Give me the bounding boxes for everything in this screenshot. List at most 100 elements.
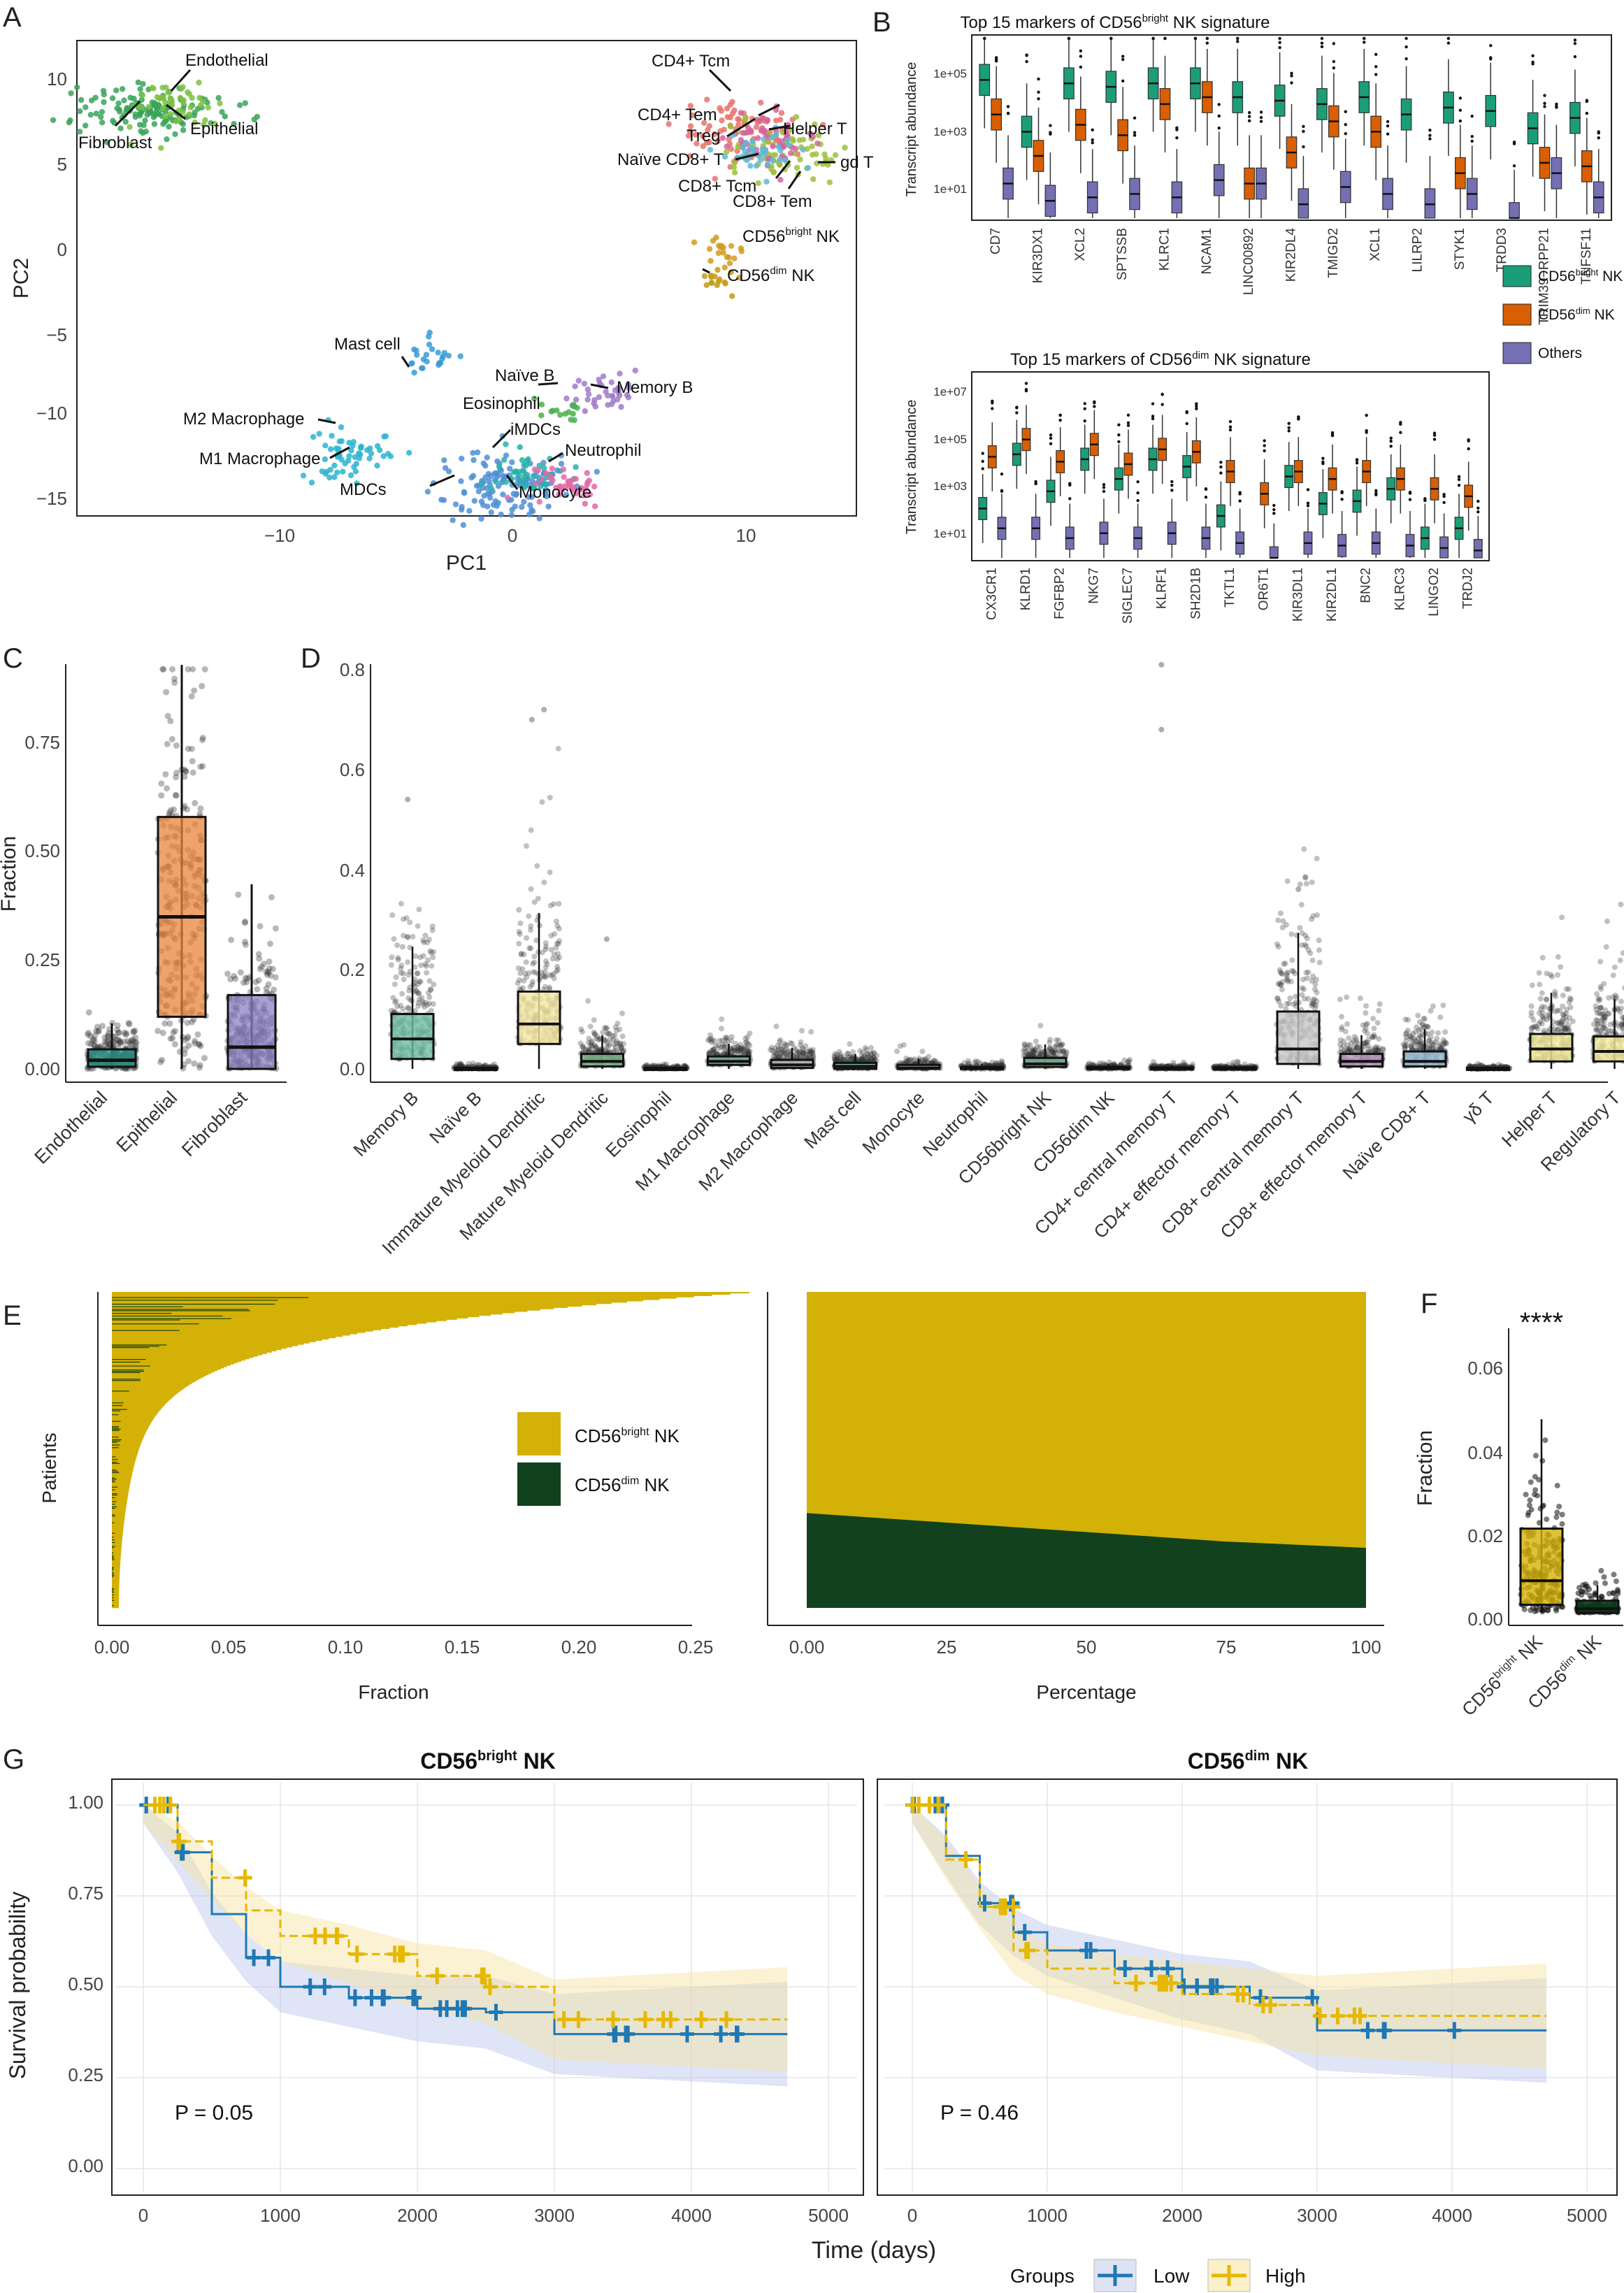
jitter-point — [252, 979, 259, 986]
scatter-point — [542, 487, 549, 494]
outlier — [1136, 498, 1140, 503]
scatter-point — [549, 477, 556, 484]
jitter-point — [181, 773, 188, 780]
scatter-point — [380, 453, 387, 459]
jitter-point — [189, 1019, 196, 1026]
jitter-point — [406, 988, 412, 994]
scatter-point — [615, 385, 621, 391]
jitter-point — [1047, 1037, 1054, 1043]
jitter-point — [542, 984, 549, 990]
x-tick: 10 — [736, 525, 756, 546]
outlier — [1024, 388, 1028, 391]
jitter-point — [413, 987, 419, 993]
panel-c-ylabel: Fraction — [0, 836, 20, 912]
outlier — [1272, 503, 1276, 508]
scatter-point — [192, 109, 198, 116]
jitter-point — [167, 717, 174, 724]
outlier — [1006, 105, 1010, 108]
outlier — [1126, 421, 1130, 425]
scatter-point — [487, 494, 494, 501]
leader-line — [590, 383, 609, 389]
scatter-point — [331, 462, 338, 468]
outlier — [1573, 55, 1577, 59]
scatter-point — [618, 403, 624, 410]
scatter-point — [92, 94, 99, 101]
cluster-label: Naïve CD8+ T — [617, 150, 724, 169]
jitter-point — [554, 951, 561, 957]
jitter-point — [528, 886, 534, 892]
scatter-point — [765, 161, 771, 167]
scatter-point — [721, 279, 728, 285]
jitter-point — [1316, 947, 1322, 954]
jitter-point — [548, 933, 554, 939]
jitter-point — [428, 1007, 434, 1014]
scatter-point — [93, 110, 99, 117]
box — [1023, 1056, 1068, 1068]
jitter-point — [591, 1030, 598, 1037]
scatter-point — [710, 238, 717, 244]
jitter-point — [115, 1029, 122, 1036]
scatter-point — [521, 461, 527, 468]
scatter-point — [468, 475, 475, 481]
y-tick: 0.25 — [24, 949, 60, 970]
outlier — [1573, 42, 1577, 45]
scatter-point — [708, 274, 714, 280]
jitter-point — [604, 1040, 610, 1046]
scatter-point — [471, 498, 477, 504]
jitter-point — [120, 1038, 127, 1045]
jitter-point — [422, 932, 429, 938]
scatter-point — [521, 498, 527, 505]
outlier — [1555, 102, 1558, 106]
jitter-point — [170, 1029, 177, 1036]
gene-label: KIR2DL4 — [1284, 228, 1299, 282]
scatter-point — [777, 177, 784, 183]
scatter-point — [587, 491, 594, 498]
jitter-point — [515, 965, 522, 971]
scatter-point — [167, 95, 173, 101]
outlier — [1037, 77, 1040, 81]
jitter-point — [132, 1043, 139, 1050]
jitter-point — [529, 979, 536, 985]
jitter-point — [235, 891, 242, 898]
jitter-point — [587, 1023, 594, 1030]
jitter-point — [603, 1026, 609, 1032]
scatter-point — [340, 468, 346, 475]
scatter-point — [535, 466, 542, 473]
jitter-point — [530, 969, 536, 975]
scatter-point — [711, 131, 718, 138]
outlier — [1278, 45, 1281, 50]
scatter-point — [517, 444, 523, 450]
scatter-point — [694, 141, 700, 147]
scatter-point — [217, 100, 223, 107]
scatter-point — [366, 455, 373, 461]
jitter-point — [533, 937, 540, 944]
outlier — [1374, 52, 1378, 57]
outlier — [1543, 105, 1546, 108]
jitter-point — [116, 1038, 123, 1045]
scatter-point — [731, 255, 738, 261]
jitter-point — [517, 931, 523, 937]
jitter-point — [1377, 1001, 1383, 1007]
jitter-point — [1307, 950, 1314, 956]
scatter-point — [356, 450, 362, 457]
outlier — [1332, 42, 1336, 45]
scatter-point — [187, 104, 194, 110]
scatter-point — [202, 117, 208, 123]
scatter-point — [724, 105, 731, 112]
outlier — [1404, 57, 1408, 61]
jitter-point — [272, 974, 279, 981]
scatter-point — [470, 450, 476, 456]
scatter-point — [517, 478, 524, 484]
cluster-label-nk-bright: CD56bright NK — [742, 226, 840, 246]
jitter-point — [870, 1049, 877, 1056]
cluster-label: Mast cell — [334, 335, 401, 354]
outlier — [1340, 490, 1344, 494]
jitter-point — [526, 970, 532, 976]
jitter-point — [621, 1041, 627, 1047]
jitter-point — [528, 827, 534, 833]
scatter-point — [119, 86, 126, 92]
panel-a-letter: A — [3, 2, 22, 33]
outlier — [1404, 45, 1408, 49]
jitter-point — [1357, 995, 1363, 1002]
scatter-point — [572, 383, 578, 389]
